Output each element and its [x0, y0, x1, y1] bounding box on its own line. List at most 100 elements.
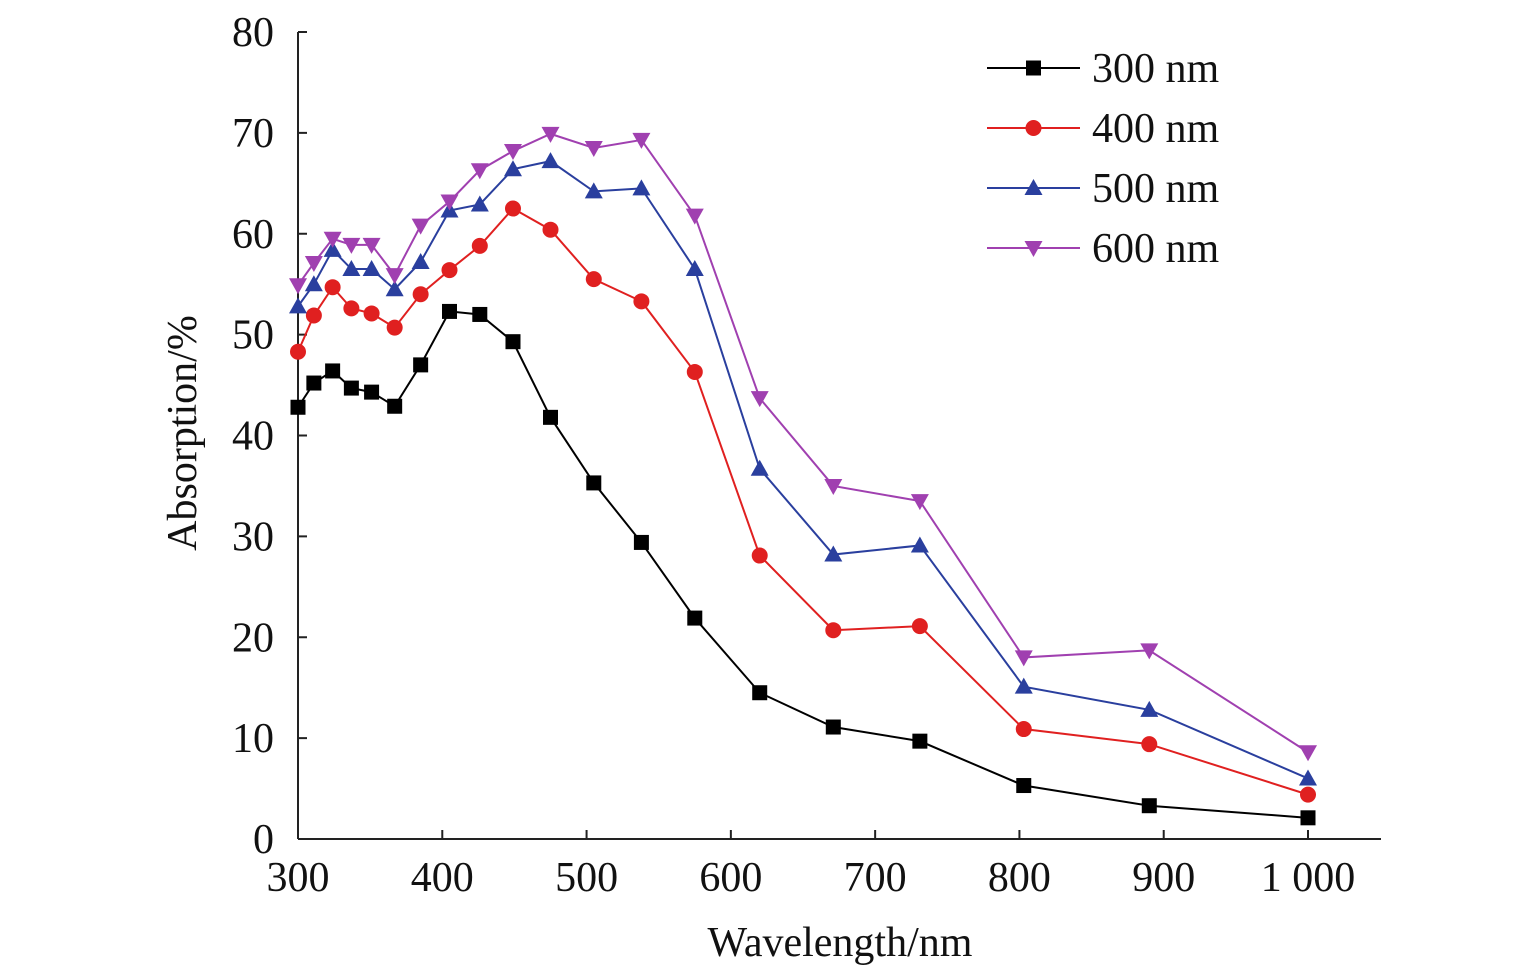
data-point [910, 494, 929, 511]
data-point [911, 618, 928, 635]
data-point [385, 280, 404, 297]
data-point [442, 303, 457, 319]
data-point [542, 221, 559, 238]
series-600-nm [289, 126, 1317, 762]
legend-label: 400 nm [1092, 106, 1220, 152]
data-point [343, 380, 359, 396]
x-tick-label: 800 [988, 855, 1051, 901]
legend-item: 500 nm [987, 166, 1220, 212]
data-point [1014, 677, 1033, 694]
data-point [686, 363, 703, 380]
series-300-nm [290, 303, 1316, 826]
y-tick-label: 40 [232, 414, 274, 460]
x-axis-title: Wavelength/nm [708, 920, 973, 966]
data-point [685, 208, 704, 225]
x-tick-label: 700 [844, 855, 907, 901]
data-point [411, 218, 430, 235]
data-point [504, 200, 521, 217]
data-point [289, 278, 307, 295]
data-point [1024, 179, 1043, 195]
data-point [912, 733, 928, 749]
data-point [470, 195, 489, 212]
y-tick-label: 60 [232, 212, 274, 258]
y-tick-label: 80 [232, 10, 274, 56]
y-tick-label: 70 [232, 111, 274, 157]
data-point [633, 534, 649, 550]
data-point [910, 536, 929, 553]
data-point [585, 271, 602, 288]
data-point [633, 293, 650, 310]
legend-label: 300 nm [1092, 46, 1220, 92]
data-point [1141, 798, 1157, 814]
y-tick-label: 30 [232, 514, 274, 560]
data-point [362, 260, 381, 277]
data-point [752, 685, 768, 701]
data-point [1140, 643, 1159, 660]
data-point [1300, 810, 1316, 826]
x-tick-label: 600 [699, 855, 762, 901]
data-point [364, 384, 380, 400]
data-point [1014, 650, 1033, 667]
data-point [342, 260, 361, 277]
data-point [1016, 778, 1032, 794]
data-point [503, 160, 522, 177]
series-layer [289, 126, 1317, 826]
data-point [632, 132, 651, 149]
legend-label: 500 nm [1092, 166, 1220, 212]
legend-label: 600 nm [1092, 226, 1220, 272]
data-point [472, 306, 488, 322]
legend-item: 400 nm [987, 106, 1220, 152]
data-point [1025, 120, 1042, 136]
series-400-nm [290, 200, 1316, 803]
data-point [541, 152, 560, 169]
data-point [1300, 786, 1316, 803]
x-tick-label: 1 000 [1261, 855, 1356, 901]
legend-item: 600 nm [987, 226, 1220, 272]
x-tick-label: 300 [267, 855, 330, 901]
data-point [586, 475, 602, 491]
data-point [687, 610, 703, 626]
data-point [584, 182, 603, 199]
data-point [386, 319, 403, 336]
y-tick-label: 20 [232, 615, 274, 661]
data-point [751, 547, 768, 564]
data-point [1299, 745, 1317, 762]
data-point [411, 252, 430, 269]
data-point [750, 459, 769, 476]
data-point [324, 279, 341, 296]
data-point [750, 391, 769, 408]
data-point [441, 262, 458, 279]
data-point [305, 307, 322, 324]
data-point [413, 357, 429, 373]
data-point [363, 305, 380, 322]
data-point [1141, 736, 1158, 753]
data-point [289, 297, 307, 314]
data-point [1026, 60, 1041, 76]
data-point [362, 237, 381, 254]
data-point [503, 144, 522, 161]
data-point [343, 300, 360, 317]
data-point [584, 141, 603, 158]
data-point [825, 622, 842, 639]
x-tick-label: 500 [555, 855, 618, 901]
legend-item: 300 nm [987, 46, 1220, 92]
data-point [290, 399, 306, 415]
data-point [470, 163, 489, 180]
series-line [297, 207, 1309, 796]
data-point [541, 126, 560, 143]
data-point [1140, 700, 1159, 717]
data-point [824, 478, 843, 495]
data-point [290, 343, 306, 360]
series-500-nm [289, 152, 1317, 786]
data-point [387, 398, 403, 414]
data-point [306, 375, 322, 391]
data-point [685, 260, 704, 277]
axes: 0 10 20 30 40 50 60 70 80 300 400 500 600 700 800 900 1 … [232, 10, 1381, 901]
legend: 300 nm 400 nm 500 nm 600 nm [987, 46, 1220, 272]
data-point [412, 286, 429, 303]
data-point [342, 237, 361, 254]
data-point [1015, 721, 1032, 738]
data-point [304, 256, 323, 273]
data-point [471, 237, 488, 254]
